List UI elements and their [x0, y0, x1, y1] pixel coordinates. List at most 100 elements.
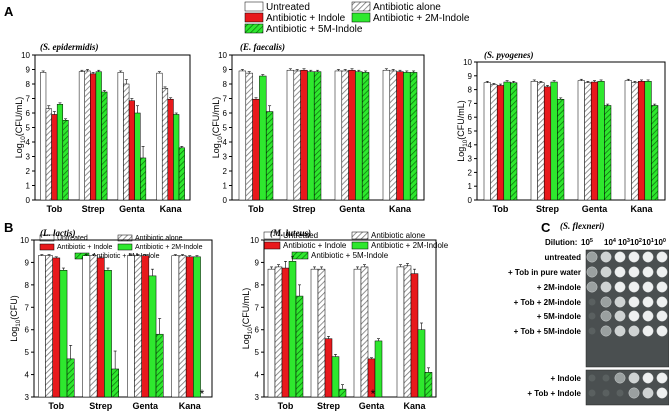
- y-tick-label: 3: [255, 393, 260, 402]
- chart-title: (S. pyogenes): [484, 50, 534, 60]
- colony-spot: [614, 266, 626, 278]
- legend-swatch: [117, 234, 133, 242]
- x-tick-label: Kana: [179, 401, 202, 411]
- legend-swatch: [244, 23, 264, 34]
- bar: [96, 257, 105, 398]
- legend-label: Antibiotic + 5M-Indole: [266, 24, 363, 35]
- y-tick-label: 6: [468, 113, 473, 122]
- bar: [51, 114, 58, 201]
- x-tick-label: Kana: [389, 204, 412, 214]
- colony-spot: [642, 251, 654, 263]
- bar: [310, 268, 319, 398]
- y-tick-label: 7: [255, 303, 260, 312]
- bar: [300, 69, 308, 201]
- colony-spot: [628, 372, 640, 384]
- legend-swatch: [351, 241, 369, 250]
- colony-spot: [656, 296, 668, 308]
- bar: [281, 267, 290, 398]
- bar: [403, 265, 412, 398]
- y-tick-label: 0: [26, 196, 31, 205]
- colony-spot: [602, 374, 610, 382]
- colony-spot: [614, 296, 626, 308]
- bar: [101, 91, 108, 201]
- x-tick-label: Genta: [582, 204, 609, 214]
- bar: [403, 72, 411, 201]
- bar: [409, 72, 418, 201]
- legend-label: Untreated: [57, 235, 88, 242]
- legend-b1: Untreated Antibiotic alone Antibiotic + In…: [39, 234, 203, 260]
- chart-title: (E. faecalis): [240, 42, 285, 52]
- bar: [274, 266, 283, 398]
- plate-image-lower: [585, 369, 669, 406]
- colony-spot: [602, 389, 610, 397]
- y-axis-label: Log10(CFU/mL): [456, 100, 469, 162]
- y-tick-label: 3: [223, 153, 228, 162]
- bar: [631, 82, 639, 201]
- y-tick-label: 1: [223, 182, 228, 191]
- colony-spot: [588, 374, 596, 382]
- dilution-value: 103: [618, 238, 630, 247]
- colony-spot: [614, 281, 626, 293]
- bar: [293, 70, 301, 201]
- bar: [324, 338, 333, 398]
- colony-spot: [656, 266, 668, 278]
- significance-annotation: *: [371, 387, 376, 401]
- bar: [252, 98, 260, 201]
- bar: [550, 81, 558, 201]
- colony-spot: [588, 327, 596, 335]
- colony-spot: [642, 296, 654, 308]
- bar: [490, 84, 498, 201]
- y-tick-label: 2: [468, 168, 473, 177]
- y-tick-label: 7: [25, 303, 30, 312]
- y-tick-label: 5: [26, 124, 31, 133]
- y-tick-label: 9: [468, 72, 473, 81]
- legend-label: Antibiotic alone: [371, 231, 426, 240]
- colony-spot: [656, 325, 668, 337]
- colony-spot: [642, 372, 654, 384]
- legend-swatch: [263, 241, 281, 250]
- legend-label: Antibiotic + 5M-Indole: [311, 251, 389, 260]
- bar: [155, 333, 164, 398]
- bar: [353, 268, 362, 398]
- chart-title: (M. luteus): [270, 228, 311, 238]
- y-tick-label: 8: [26, 80, 31, 89]
- bar: [148, 275, 157, 398]
- bar: [141, 255, 150, 398]
- row-label: + 5M-indole: [537, 312, 582, 321]
- colony-spot: [642, 325, 654, 337]
- y-tick-label: 8: [25, 281, 30, 290]
- dilution-value: 104: [604, 238, 617, 247]
- colony-spot: [656, 251, 668, 263]
- bar: [577, 80, 585, 201]
- legend-label: Antibiotic + 5M-Indole: [92, 253, 160, 260]
- legend-swatch: [291, 251, 309, 260]
- spot-assay-panel: (S. flexneri) Dilution: 105 104 103 102 101 100…: [508, 221, 669, 406]
- bar: [361, 72, 370, 201]
- chart-s-pyogenes: 0 1 2 3 4 5 6 7 8 9 10 Tob Strep Genta Kana (S. pyogene…: [456, 50, 666, 214]
- bar: [52, 257, 61, 398]
- colony-spot: [614, 310, 626, 322]
- bar: [140, 157, 147, 201]
- bar: [89, 255, 98, 398]
- chart-m-luteus: 3 4 5 6 7 8 9 10 Tob Strep Genta Kana * (M. luteus) Lo…: [241, 228, 437, 411]
- bar: [496, 85, 505, 201]
- colony-spot: [656, 310, 668, 322]
- bar: [597, 81, 605, 201]
- x-tick-label: Strep: [292, 204, 316, 214]
- colony-spot: [628, 325, 640, 337]
- bar: [167, 98, 174, 201]
- bar: [267, 268, 276, 398]
- bar: [637, 81, 646, 201]
- bar: [288, 261, 297, 398]
- legend-label: Antibiotic alone: [373, 2, 441, 13]
- legend-label: Antibiotic + Indole: [57, 244, 113, 251]
- x-tick-label: Tob: [248, 204, 264, 214]
- x-tick-label: Tob: [493, 204, 509, 214]
- bar: [338, 388, 347, 398]
- y-axis-label: Log10(CFU/mL): [241, 288, 254, 350]
- bar: [644, 81, 652, 201]
- y-tick-label: 4: [255, 371, 260, 380]
- legend-swatch: [263, 231, 281, 240]
- bar: [82, 255, 91, 398]
- colony-spot: [600, 281, 612, 293]
